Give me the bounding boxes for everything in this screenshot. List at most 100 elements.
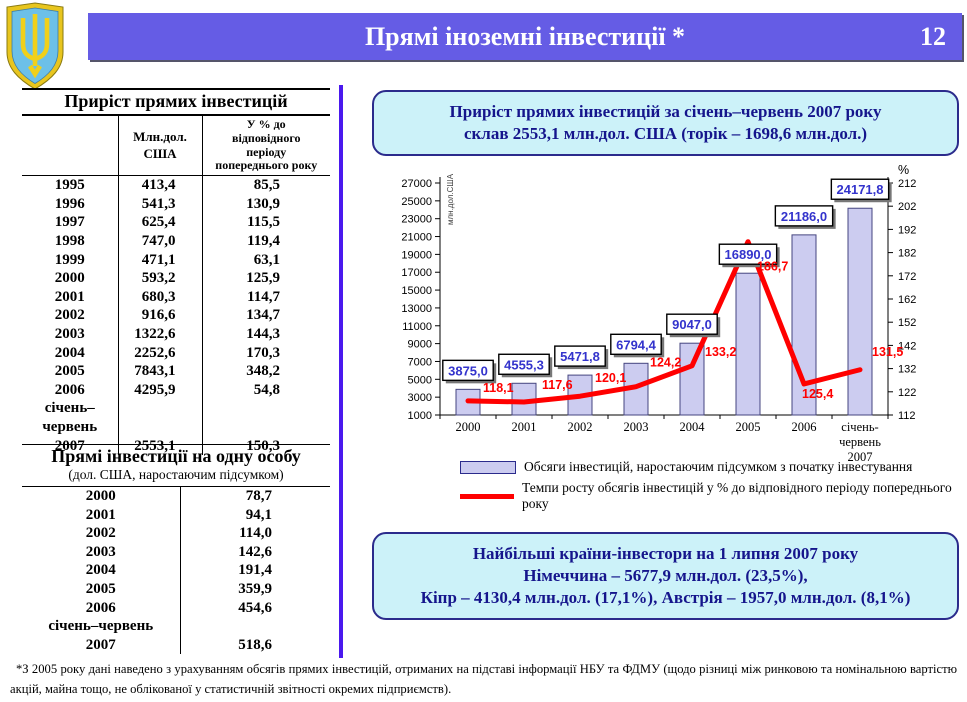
table-cell: 54,8 [201,380,330,400]
info-box-top-text: Приріст прямих інвестицій за січень–черв… [449,101,882,143]
table-cell: 2002 [85,525,116,542]
table1-body: 1995 413,4 85,5 1996 541,3 130,9 1997 625,4 115,… [22,175,330,456]
trident-icon [20,14,50,79]
table2-title: Прямі інвестиції на одну особу [22,444,330,467]
svg-text:24171,8: 24171,8 [837,182,884,197]
bars [455,207,873,416]
svg-text:11000: 11000 [402,321,432,333]
table-cell: 2005 [54,363,85,380]
info-box-bottom-text: Найбільші країни-інвестори на 1 липня 20… [420,543,911,608]
table-investment-growth: Приріст прямих інвестицій Млн.дол. США У… [22,88,330,456]
bar-swatch-icon [460,460,516,474]
table-cell [179,617,330,636]
svg-text:192: 192 [898,224,916,236]
table-cell: 916,6 [117,306,202,325]
svg-text:202: 202 [898,201,916,213]
table-row: 1997 625,4 115,5 [22,213,330,232]
table-cell: 2004 [85,562,116,579]
page-number: 12 [920,22,946,51]
table-cell: 114,7 [201,287,330,307]
svg-text:16890,0: 16890,0 [725,247,772,262]
table-cell: 94,1 [179,505,330,525]
growth-line [465,239,863,405]
table-cell: 1322,6 [117,324,202,344]
table-cell: 1999 [54,251,85,268]
table-cell: січень– червень [42,400,98,435]
table-row: 2006 454,6 [22,598,330,618]
bar [847,207,873,416]
table-cell: 2003 [85,543,116,560]
table-cell: 150,3 [201,436,330,456]
table-cell: 125,9 [201,269,330,288]
table-cell: 115,5 [201,213,330,232]
svg-text:7000: 7000 [408,356,432,368]
bar [735,272,761,416]
table-cell [201,399,330,437]
table-cell: 359,9 [179,579,330,599]
table-cell: 2003 [54,325,85,342]
table-cell: 625,4 [117,213,202,232]
footnote: *З 2005 року дані наведено з урахуванням… [10,662,957,696]
table-row: 2004 191,4 [22,561,330,580]
legend-bars-label: Обсяги інвестицій, наростаючим підсумком… [524,459,913,474]
table-cell: 7843,1 [117,362,202,381]
table-cell: 518,6 [179,635,330,655]
svg-text:23000: 23000 [401,214,432,226]
table-row: 2003 142,6 [22,542,330,562]
table1-col-pct: У % до відповідного періоду попереднього… [201,116,330,177]
svg-text:9000: 9000 [408,339,432,351]
table1-header-row: Млн.дол. США У % до відповідного періоду… [22,116,330,177]
table-cell: 2006 [85,599,116,616]
table-cell: 1995 [54,177,85,194]
table-cell: 134,7 [201,306,330,325]
table-cell: 2006 [54,381,85,398]
svg-text:25000: 25000 [401,196,432,208]
table-cell: 114,0 [179,524,330,543]
table2-subtitle: (дол. США, наростаючим підсумком) [22,467,330,487]
svg-text:2002: 2002 [568,420,593,434]
table-cell: 191,4 [179,561,330,580]
svg-text:125,4: 125,4 [802,387,833,401]
svg-text:21000: 21000 [401,232,432,244]
table-row: 1998 747,0 119,4 [22,231,330,251]
table2-body: 2000 78,7 2001 94,1 2002 114,0 2003 142,6 2004 19… [22,487,330,655]
svg-text:2001: 2001 [512,420,537,434]
line-value-labels: 118,1 117,6 120,1 124,2 133,2 186,7 125,4 131,5 [483,260,903,401]
info-box-top-investors: Найбільші країни-інвестори на 1 липня 20… [372,532,959,620]
svg-text:112: 112 [898,410,916,422]
svg-text:182: 182 [898,248,916,260]
table-cell: 2002 [54,307,85,324]
table-cell: 348,2 [201,362,330,381]
table-row: 2002 916,6 134,7 [22,306,330,325]
table-row: 2000 593,2 125,9 [22,269,330,288]
table-cell: 119,4 [201,231,330,251]
svg-text:%: % [898,163,909,177]
svg-text:6794,4: 6794,4 [616,337,657,352]
svg-text:5000: 5000 [408,374,432,386]
table-cell: 144,3 [201,324,330,344]
table-cell: 2007 [85,636,116,653]
svg-text:142: 142 [898,340,916,352]
svg-text:4555,3: 4555,3 [504,357,544,372]
bar [679,342,705,416]
chart-legend: Обсяги інвестицій, наростаючим підсумком… [460,459,960,517]
table1-title: Приріст прямих інвестицій [22,88,330,116]
table-row: 2000 78,7 [22,487,330,506]
table-row: 2006 4295,9 54,8 [22,380,330,400]
table-cell: 2004 [54,344,85,361]
table-row: 2004 2252,6 170,3 [22,343,330,363]
axis-labels: 1000 3000 5000 7000 9000 11000 13000 15000 17000… [401,163,916,422]
left-axis-title: млн.дол.США [446,173,455,225]
table-cell: 170,3 [201,343,330,363]
table-cell: 2005 [85,580,116,597]
investment-chart-svg: 1000 3000 5000 7000 9000 11000 13000 15000 17000… [401,163,916,464]
table-cell: 142,6 [179,542,330,562]
svg-text:122: 122 [898,387,916,399]
table-cell: 1998 [54,232,85,249]
table-row: 1995 413,4 85,5 [22,175,330,195]
bar-value-labels: 3875,0 4555,3 5471,8 6794,4 9047,0 16890,0 211… [442,178,892,384]
table-cell: 2553,1 [117,436,202,456]
svg-text:2006: 2006 [792,420,817,434]
svg-text:2003: 2003 [624,420,649,434]
table-cell: 454,6 [179,598,330,618]
